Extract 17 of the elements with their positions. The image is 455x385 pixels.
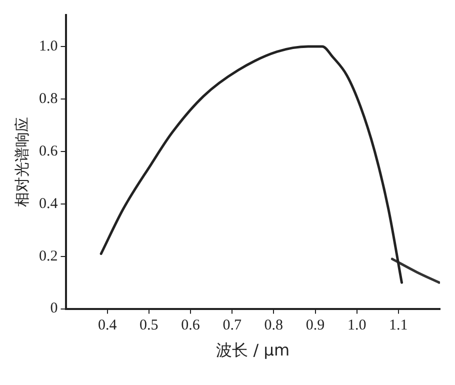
line-series <box>100 45 403 284</box>
y-tick-label: 0 <box>50 300 58 317</box>
y-tick-label: 1.0 <box>39 38 58 54</box>
x-tick-label: 0.8 <box>264 318 284 334</box>
x-tick-label: 1.1 <box>389 318 408 334</box>
x-axis-title: 波长 / μm <box>216 340 290 360</box>
y-tick-label: 0.8 <box>39 90 58 107</box>
x-tick-label: 0.6 <box>181 318 200 334</box>
x-tick-label: 1.0 <box>347 318 366 334</box>
x-tick-label: 0.9 <box>306 318 325 334</box>
x-tick-label: 0.5 <box>140 318 158 334</box>
y-axis-title: 相对光谱响应 <box>12 116 31 207</box>
y-tick-label: 0.4 <box>39 196 58 212</box>
x-tick-label: 0.7 <box>222 318 242 334</box>
y-tick-label: 0.6 <box>39 143 58 160</box>
x-tick-label: 0.4 <box>98 318 118 334</box>
y-tick-label: 0.2 <box>39 248 58 264</box>
